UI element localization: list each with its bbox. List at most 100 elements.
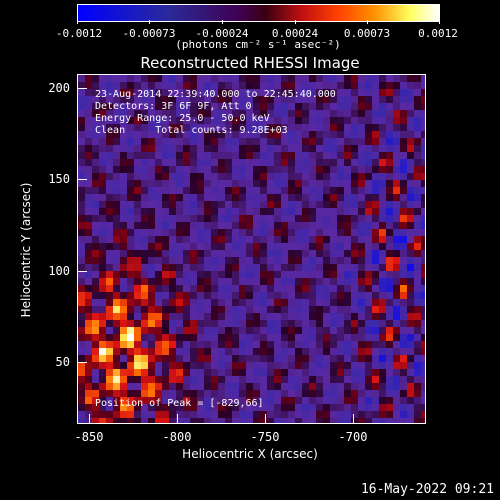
colorbar-units: (photons cm⁻² s⁻¹ asec⁻²) (175, 38, 341, 51)
image-pixel (92, 348, 99, 355)
image-pixel (92, 103, 99, 110)
image-pixel (99, 334, 106, 341)
image-pixel (393, 348, 400, 355)
image-pixel (358, 131, 365, 138)
image-pixel (267, 418, 274, 423)
image-pixel (78, 194, 85, 201)
image-pixel (295, 397, 302, 404)
image-pixel (78, 229, 85, 236)
image-pixel (204, 383, 211, 390)
image-pixel (225, 201, 232, 208)
image-pixel (155, 194, 162, 201)
image-pixel (232, 138, 239, 145)
image-pixel (232, 390, 239, 397)
image-pixel (120, 285, 127, 292)
y-tick-label: 150 (48, 172, 70, 186)
image-pixel (78, 397, 85, 404)
image-pixel (155, 306, 162, 313)
image-pixel (92, 159, 99, 166)
image-pixel (358, 313, 365, 320)
image-pixel (316, 285, 323, 292)
image-pixel (190, 96, 197, 103)
image-pixel (393, 222, 400, 229)
image-pixel (344, 222, 351, 229)
image-pixel (253, 117, 260, 124)
image-pixel (274, 355, 281, 362)
image-pixel (183, 292, 190, 299)
image-pixel (162, 271, 169, 278)
image-pixel (169, 138, 176, 145)
image-pixel (386, 341, 393, 348)
image-pixel (183, 138, 190, 145)
image-pixel (218, 96, 225, 103)
image-pixel (134, 292, 141, 299)
image-pixel (295, 110, 302, 117)
image-pixel (337, 397, 344, 404)
image-pixel (414, 397, 421, 404)
image-pixel (176, 404, 183, 411)
image-pixel (232, 180, 239, 187)
image-pixel (246, 75, 253, 82)
image-pixel (99, 166, 106, 173)
image-pixel (407, 397, 414, 404)
image-pixel (239, 89, 246, 96)
image-pixel (183, 390, 190, 397)
image-pixel (393, 383, 400, 390)
image-pixel (232, 404, 239, 411)
image-pixel (337, 138, 344, 145)
image-pixel (176, 341, 183, 348)
image-pixel (365, 145, 372, 152)
image-pixel (393, 271, 400, 278)
colorbar-tick (439, 20, 440, 24)
image-pixel (267, 313, 274, 320)
image-pixel (85, 208, 92, 215)
image-pixel (372, 278, 379, 285)
image-pixel (260, 82, 267, 89)
image-pixel (162, 194, 169, 201)
image-pixel (169, 299, 176, 306)
image-pixel (295, 180, 302, 187)
image-pixel (106, 131, 113, 138)
image-pixel (344, 418, 351, 423)
image-pixel (106, 145, 113, 152)
image-pixel (316, 229, 323, 236)
image-pixel (127, 299, 134, 306)
image-pixel (344, 180, 351, 187)
image-pixel (281, 166, 288, 173)
image-pixel (421, 271, 425, 278)
image-pixel (246, 257, 253, 264)
image-pixel (253, 75, 260, 82)
image-pixel (92, 180, 99, 187)
image-pixel (225, 194, 232, 201)
image-pixel (197, 145, 204, 152)
image-pixel (316, 243, 323, 250)
image-pixel (414, 355, 421, 362)
image-pixel (309, 341, 316, 348)
image-pixel (176, 257, 183, 264)
image-pixel (407, 264, 414, 271)
image-pixel (274, 215, 281, 222)
image-pixel (162, 117, 169, 124)
image-pixel (218, 390, 225, 397)
image-pixel (253, 299, 260, 306)
image-pixel (162, 250, 169, 257)
image-pixel (155, 229, 162, 236)
image-pixel (414, 131, 421, 138)
image-pixel (190, 117, 197, 124)
image-pixel (393, 390, 400, 397)
image-pixel (260, 236, 267, 243)
image-pixel (190, 397, 197, 404)
image-pixel (239, 418, 246, 423)
image-pixel (323, 96, 330, 103)
image-pixel (225, 173, 232, 180)
image-pixel (176, 215, 183, 222)
image-pixel (344, 299, 351, 306)
image-pixel (344, 264, 351, 271)
image-pixel (85, 411, 92, 418)
image-pixel (330, 313, 337, 320)
image-pixel (127, 369, 134, 376)
image-pixel (330, 264, 337, 271)
image-pixel (365, 166, 372, 173)
image-pixel (393, 82, 400, 89)
image-pixel (295, 355, 302, 362)
